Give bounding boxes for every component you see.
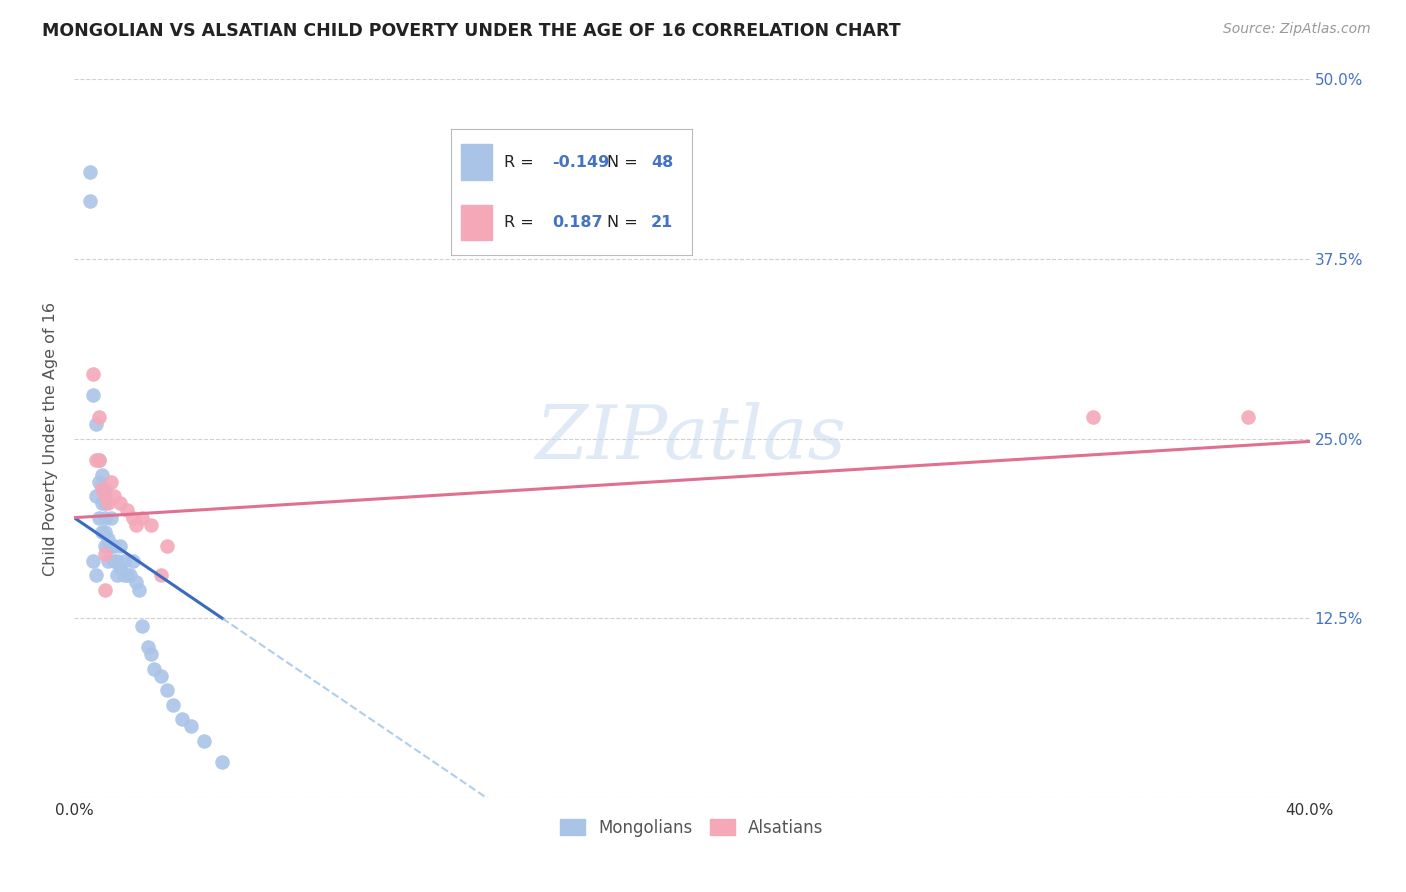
Point — [149, 568, 172, 582]
Point — [100, 475, 122, 489]
Point — [94, 482, 117, 496]
Point — [115, 503, 138, 517]
Point — [110, 561, 132, 575]
Point — [94, 582, 117, 597]
Point — [87, 453, 110, 467]
Point — [79, 165, 101, 179]
Point — [87, 510, 110, 524]
Point — [193, 733, 215, 747]
Point — [172, 712, 194, 726]
Point — [82, 388, 104, 402]
Point — [94, 489, 117, 503]
Point — [149, 669, 172, 683]
Point — [1083, 409, 1105, 424]
Point — [141, 517, 163, 532]
Point — [97, 540, 120, 554]
Point — [84, 568, 107, 582]
Point — [90, 496, 112, 510]
Point — [211, 755, 233, 769]
Point — [125, 575, 148, 590]
Point — [97, 496, 120, 510]
Point — [79, 194, 101, 209]
Point — [121, 554, 143, 568]
Point — [94, 496, 117, 510]
Point — [131, 618, 153, 632]
Point — [100, 510, 122, 524]
Point — [136, 640, 159, 654]
Point — [180, 719, 202, 733]
Point — [84, 417, 107, 432]
Point — [90, 482, 112, 496]
Point — [103, 489, 125, 503]
Point — [118, 568, 141, 582]
Point — [90, 524, 112, 539]
Point — [90, 467, 112, 482]
Point — [100, 540, 122, 554]
Point — [121, 510, 143, 524]
Point — [103, 554, 125, 568]
Point — [110, 496, 132, 510]
Text: MONGOLIAN VS ALSATIAN CHILD POVERTY UNDER THE AGE OF 16 CORRELATION CHART: MONGOLIAN VS ALSATIAN CHILD POVERTY UNDE… — [42, 22, 901, 40]
Point — [125, 517, 148, 532]
Point — [87, 409, 110, 424]
Point — [141, 648, 163, 662]
Legend: Mongolians, Alsatians: Mongolians, Alsatians — [554, 813, 830, 844]
Point — [112, 568, 135, 582]
Point — [115, 568, 138, 582]
Point — [90, 482, 112, 496]
Point — [87, 475, 110, 489]
Text: Source: ZipAtlas.com: Source: ZipAtlas.com — [1223, 22, 1371, 37]
Point — [110, 540, 132, 554]
Point — [105, 568, 128, 582]
Point — [94, 547, 117, 561]
Point — [94, 510, 117, 524]
Point — [82, 554, 104, 568]
Point — [143, 662, 166, 676]
Point — [103, 540, 125, 554]
Point — [82, 367, 104, 381]
Text: ZIPatlas: ZIPatlas — [536, 402, 848, 475]
Point — [156, 540, 179, 554]
Point — [97, 554, 120, 568]
Point — [84, 453, 107, 467]
Y-axis label: Child Poverty Under the Age of 16: Child Poverty Under the Age of 16 — [44, 301, 58, 575]
Point — [105, 554, 128, 568]
Point — [156, 683, 179, 698]
Point — [87, 453, 110, 467]
Point — [94, 524, 117, 539]
Point — [112, 554, 135, 568]
Point — [128, 582, 150, 597]
Point — [131, 510, 153, 524]
Point — [162, 698, 184, 712]
Point — [1236, 409, 1258, 424]
Point — [94, 540, 117, 554]
Point — [84, 489, 107, 503]
Point — [97, 533, 120, 547]
